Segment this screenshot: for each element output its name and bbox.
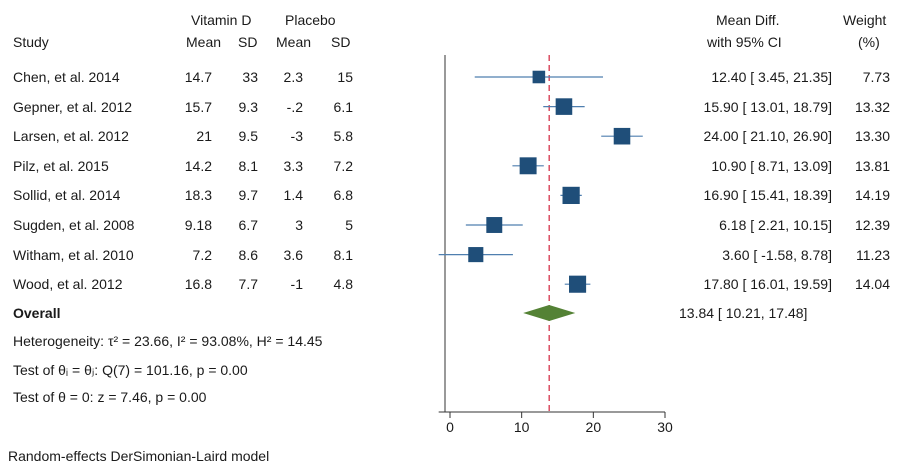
header-vd-sd: SD: [238, 34, 258, 50]
effect-ci: 10.90 [ 8.71, 13.09]: [711, 158, 832, 174]
vd-mean: 16.8: [184, 276, 212, 292]
header-vd-mean: Mean: [186, 34, 222, 50]
x-tick-label: 20: [586, 419, 602, 435]
effect-ci: 3.60 [ -1.58, 8.78]: [722, 247, 832, 263]
weight: 13.81: [854, 158, 890, 174]
model-footnote: Random-effects DerSimonian-Laird model: [8, 448, 270, 464]
study-effect-square: [569, 275, 587, 293]
pl-mean: 3.6: [283, 247, 303, 263]
pl-sd: 5: [345, 217, 353, 233]
vd-mean: 18.3: [184, 187, 212, 203]
study-name: Witham, et al. 2010: [13, 247, 134, 263]
test-zero-text: Test of θ = 0: z = 7.46, p = 0.00: [13, 389, 207, 405]
study-name: Pilz, et al. 2015: [13, 158, 109, 174]
effect-ci: 6.18 [ 2.21, 10.15]: [719, 217, 832, 233]
header-placebo: Placebo: [285, 12, 336, 28]
overall-ci-text: 13.84 [ 10.21, 17.48]: [679, 305, 808, 321]
study-effect-square: [519, 157, 537, 175]
header-weight: Weight: [843, 12, 887, 28]
weight: 11.23: [856, 247, 890, 263]
study-effect-square: [532, 70, 546, 84]
header-pl-mean: Mean: [276, 34, 312, 50]
header-study: Study: [13, 34, 49, 50]
x-tick-label: 0: [446, 419, 454, 435]
pl-sd: 6.8: [333, 187, 353, 203]
x-tick-label: 30: [657, 419, 673, 435]
study-effect-square: [562, 186, 580, 205]
vd-sd: 9.5: [238, 128, 258, 144]
vd-sd: 9.7: [238, 187, 258, 203]
study-name: Gepner, et al. 2012: [13, 99, 133, 115]
weight: 7.73: [862, 69, 890, 85]
vd-mean: 14.2: [184, 158, 212, 174]
effect-ci: 17.80 [ 16.01, 19.59]: [703, 276, 832, 292]
pl-mean: 1.4: [283, 187, 303, 203]
pl-mean: 3.3: [283, 158, 303, 174]
header-ci: with 95% CI: [707, 34, 782, 50]
vd-sd: 9.3: [238, 99, 258, 115]
pl-sd: 6.1: [333, 99, 353, 115]
pl-sd: 5.8: [333, 128, 353, 144]
effect-ci: 24.00 [ 21.10, 26.90]: [703, 128, 832, 144]
header-pl-sd: SD: [331, 34, 351, 50]
effect-ci: 16.90 [ 15.41, 18.39]: [703, 187, 832, 203]
pl-mean: 2.3: [283, 69, 303, 85]
study-name: Wood, et al. 2012: [13, 276, 123, 292]
pl-mean: -1: [290, 276, 303, 292]
pl-mean: 3: [295, 217, 303, 233]
weight: 12.39: [854, 217, 890, 233]
weight: 13.32: [854, 99, 890, 115]
vd-sd: 6.7: [238, 217, 258, 233]
pl-sd: 8.1: [333, 247, 353, 263]
study-name: Sollid, et al. 2014: [13, 187, 121, 203]
study-name: Chen, et al. 2014: [13, 69, 120, 85]
study-effect-square: [555, 98, 573, 115]
pl-mean: -3: [290, 128, 303, 144]
effect-ci: 12.40 [ 3.45, 21.35]: [711, 69, 832, 85]
vd-sd: 7.7: [238, 276, 258, 292]
overall-diamond: [523, 305, 576, 321]
study-effect-square: [613, 127, 631, 145]
pl-sd: 4.8: [333, 276, 353, 292]
header-weight-unit: (%): [858, 34, 880, 50]
vd-sd: 8.6: [238, 247, 258, 263]
vd-mean: 7.2: [192, 247, 212, 263]
weight: 14.04: [854, 276, 890, 292]
effect-ci: 15.90 [ 13.01, 18.79]: [703, 99, 832, 115]
overall-label: Overall: [13, 305, 61, 321]
weight: 13.30: [854, 128, 890, 144]
vd-mean: 9.18: [184, 217, 212, 233]
test-equal-text: Test of θᵢ = θⱼ: Q(7) = 101.16, p = 0.00: [13, 362, 248, 378]
vd-sd: 33: [242, 69, 258, 85]
vd-mean: 15.7: [184, 99, 212, 115]
study-effect-square: [486, 217, 503, 233]
vd-mean: 14.7: [184, 69, 212, 85]
pl-mean: -.2: [286, 99, 303, 115]
study-effect-square: [468, 247, 484, 263]
pl-sd: 7.2: [333, 158, 353, 174]
study-name: Sugden, et al. 2008: [13, 217, 135, 233]
header-mean-diff: Mean Diff.: [716, 12, 780, 28]
pl-sd: 15: [337, 69, 353, 85]
heterogeneity-text: Heterogeneity: τ² = 23.66, I² = 93.08%, …: [13, 333, 323, 349]
x-tick-label: 10: [514, 419, 530, 435]
vd-mean: 21: [196, 128, 212, 144]
study-name: Larsen, et al. 2012: [13, 128, 129, 144]
header-vitamin-d: Vitamin D: [191, 12, 252, 28]
vd-sd: 8.1: [238, 158, 258, 174]
weight: 14.19: [854, 187, 890, 203]
